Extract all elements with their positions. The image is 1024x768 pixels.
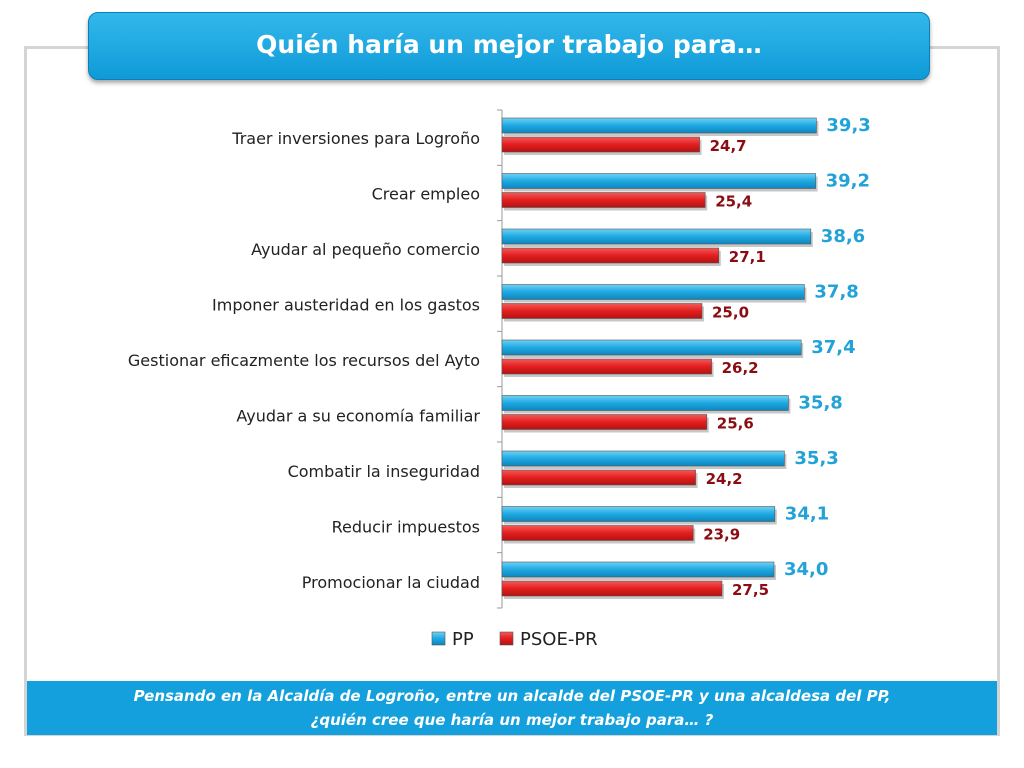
value-label-pp: 34,0 bbox=[784, 559, 828, 580]
legend-swatch-psoe-pr bbox=[499, 631, 514, 646]
bar-pp bbox=[501, 561, 775, 578]
bar-psoe-pr bbox=[501, 469, 696, 486]
chart-frame bbox=[24, 46, 1000, 736]
value-label-psoe-pr: 25,6 bbox=[717, 415, 754, 433]
category-label: Ayudar a su economía familiar bbox=[236, 407, 480, 426]
value-label-psoe-pr: 25,4 bbox=[715, 193, 752, 211]
value-label-psoe-pr: 24,7 bbox=[710, 137, 747, 155]
legend-label-pp: PP bbox=[452, 629, 474, 650]
bar-pp bbox=[501, 228, 812, 245]
value-label-psoe-pr: 27,5 bbox=[732, 581, 769, 599]
value-label-pp: 37,8 bbox=[814, 282, 858, 303]
value-label-pp: 37,4 bbox=[811, 337, 855, 358]
value-label-psoe-pr: 23,9 bbox=[703, 526, 740, 544]
legend-label-psoe-pr: PSOE-PR bbox=[520, 629, 598, 650]
value-label-pp: 34,1 bbox=[785, 504, 829, 525]
category-label: Ayudar al pequeño comercio bbox=[251, 240, 480, 259]
value-label-pp: 35,8 bbox=[798, 393, 842, 414]
bar-pp bbox=[501, 117, 817, 134]
bar-pp bbox=[501, 395, 789, 411]
value-label-psoe-pr: 25,0 bbox=[712, 304, 749, 322]
value-label-psoe-pr: 27,1 bbox=[729, 248, 766, 266]
value-label-pp: 38,6 bbox=[821, 226, 865, 247]
value-label-pp: 35,3 bbox=[794, 448, 838, 469]
bar-pp bbox=[501, 506, 776, 522]
footer-line-1: Pensando en la Alcaldía de Logroño, entr… bbox=[133, 687, 891, 705]
category-label: Imponer austeridad en los gastos bbox=[212, 296, 480, 315]
value-label-pp: 39,2 bbox=[826, 171, 870, 192]
value-label-psoe-pr: 24,2 bbox=[706, 470, 743, 488]
bar-psoe-pr bbox=[501, 192, 706, 208]
legend-swatch-pp bbox=[431, 631, 446, 646]
bar-pp bbox=[501, 450, 785, 467]
bar-psoe-pr bbox=[501, 303, 703, 319]
bar-pp bbox=[501, 339, 802, 356]
chart-title: Quién haría un mejor trabajo para… bbox=[88, 12, 930, 80]
category-label: Gestionar eficazmente los recursos del A… bbox=[128, 351, 480, 370]
bar-psoe-pr bbox=[501, 136, 700, 153]
category-label: Promocionar la ciudad bbox=[302, 573, 480, 592]
value-label-pp: 39,3 bbox=[826, 115, 870, 136]
bar-psoe-pr bbox=[501, 580, 723, 597]
footer-line-2: ¿quién cree que haría un mejor trabajo p… bbox=[310, 711, 714, 729]
category-label: Crear empleo bbox=[372, 185, 480, 204]
bar-psoe-pr bbox=[501, 247, 720, 264]
bar-psoe-pr bbox=[501, 358, 712, 375]
bar-pp bbox=[501, 284, 805, 300]
bar-psoe-pr bbox=[501, 525, 694, 541]
bar-pp bbox=[501, 173, 816, 189]
question-footer: Pensando en la Alcaldía de Logroño, entr… bbox=[27, 681, 997, 735]
category-label: Traer inversiones para Logroño bbox=[231, 129, 480, 148]
value-label-psoe-pr: 26,2 bbox=[722, 359, 759, 377]
bar-psoe-pr bbox=[501, 414, 708, 430]
category-label: Combatir la inseguridad bbox=[288, 462, 480, 481]
category-label: Reducir impuestos bbox=[332, 518, 480, 537]
